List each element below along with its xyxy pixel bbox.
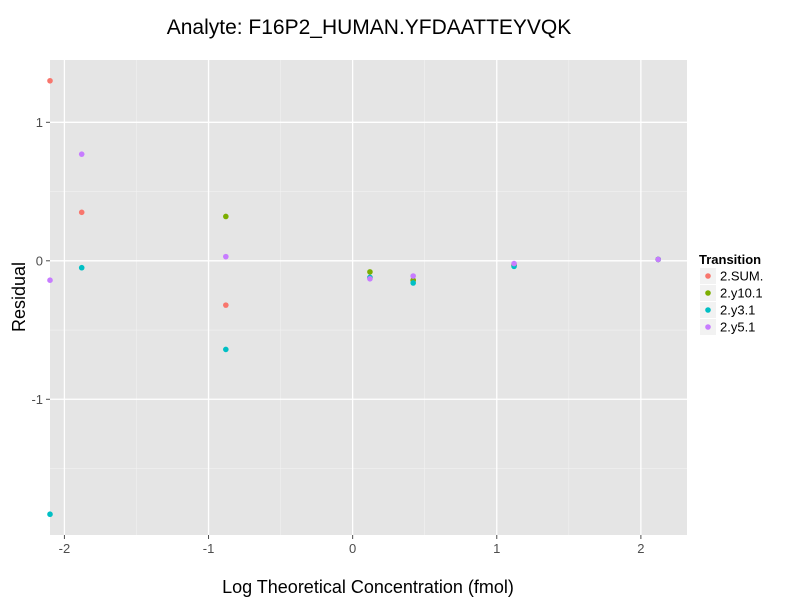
data-point-2-y3-1	[78, 264, 85, 271]
data-point-2-sum	[47, 77, 53, 84]
y-axis-title: Residual	[9, 262, 29, 332]
legend-items: 2.SUM. 2.y10.1 2.y3.1 2.y5.1	[700, 268, 763, 335]
legend-marker-2-y5-1	[705, 324, 711, 330]
x-axis-title: Log Theoretical Concentration (fmol)	[222, 577, 514, 597]
legend-label-2-y10-1: 2.y10.1	[720, 286, 763, 301]
legend-label-2-sum: 2.SUM.	[720, 269, 763, 284]
data-point-2-y5-1	[410, 273, 416, 279]
legend-marker-2-y10-1	[705, 290, 711, 296]
legend: Transition 2.SUM. 2.y10.1 2.y3.1 2.y5.1	[699, 252, 763, 335]
legend-marker-2-sum	[705, 273, 711, 279]
data-point-2-y5-1	[223, 253, 229, 260]
data-point-2-sum	[223, 302, 229, 308]
data-point-2-y5-1	[47, 277, 53, 283]
data-point-2-sum	[78, 209, 85, 216]
y-tick-label: 0	[36, 253, 43, 268]
data-point-2-y3-1	[410, 280, 416, 286]
data-point-2-y5-1	[511, 260, 517, 267]
chart-title: Analyte: F16P2_HUMAN.YFDAATTEYVQK	[167, 16, 572, 39]
points-layer	[47, 77, 661, 518]
legend-label-2-y5-1: 2.y5.1	[720, 320, 755, 335]
data-point-2-y5-1	[655, 256, 661, 263]
data-point-2-y10-1	[367, 269, 373, 275]
data-point-2-y10-1	[223, 213, 229, 220]
y-tick-label: -1	[31, 392, 43, 407]
x-tick-label: 1	[493, 541, 500, 556]
legend-title: Transition	[699, 252, 761, 267]
y-axis: -1 0 1	[31, 115, 50, 407]
y-tick-label: 1	[36, 115, 43, 130]
x-tick-label: -1	[203, 541, 215, 556]
legend-marker-2-y3-1	[705, 307, 711, 313]
x-tick-label: -2	[59, 541, 71, 556]
plot-panel	[50, 60, 687, 535]
data-point-2-y3-1	[47, 511, 53, 518]
data-point-2-y5-1	[78, 151, 85, 157]
x-tick-label: 2	[637, 541, 644, 556]
x-axis: -2 -1 0 1 2	[59, 535, 644, 556]
x-tick-label: 0	[349, 541, 356, 556]
grid-major	[50, 60, 687, 535]
data-point-2-y3-1	[223, 346, 229, 353]
legend-label-2-y3-1: 2.y3.1	[720, 303, 755, 318]
grid-minor	[50, 60, 687, 535]
data-point-2-y5-1	[367, 276, 373, 282]
